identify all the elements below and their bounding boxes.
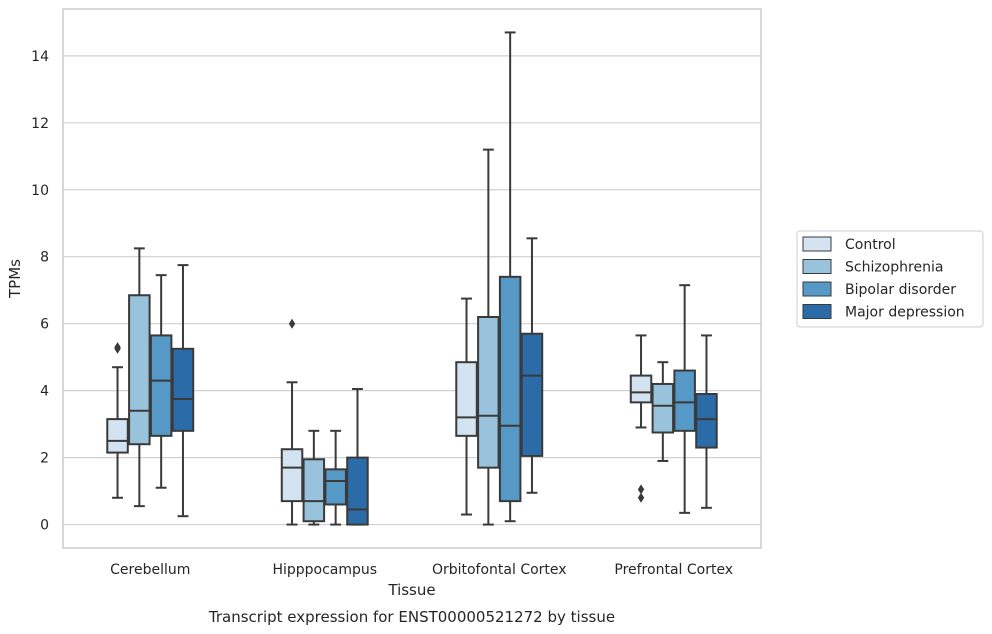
legend-label: Control <box>845 237 896 253</box>
x-tick-label: Orbitofontal Cortex <box>432 562 567 578</box>
box-3-0 <box>171 264 195 518</box>
legend: Control Schizophrenia Bipolar disorder Majo… <box>796 230 984 328</box>
iqr-box <box>324 468 347 506</box>
y-tick-label: 2 <box>40 451 49 467</box>
legend-label: Schizophrenia <box>845 260 943 276</box>
x-tick-label: Prefrontal Cortex <box>614 562 733 578</box>
box-2-0 <box>149 274 173 489</box>
box-3-3 <box>695 334 718 509</box>
iqr-box <box>149 334 173 437</box>
y-tick-label: 12 <box>31 116 49 132</box>
legend-swatch <box>802 304 832 319</box>
legend-label: Bipolar disorder <box>845 282 956 298</box>
outlier-point <box>114 343 121 354</box>
y-tick-label: 14 <box>31 49 49 65</box>
legend-swatch <box>802 281 832 297</box>
legend-swatch <box>802 259 832 274</box>
box-1-0 <box>128 247 151 508</box>
outlier-point <box>288 318 296 329</box>
iqr-box <box>171 347 195 432</box>
box-plot-series <box>106 31 718 526</box>
box-2-2 <box>498 31 522 523</box>
legend-label: Major depression <box>845 305 965 321</box>
box-0-2 <box>455 297 478 516</box>
y-tick-label: 6 <box>40 317 49 333</box>
box-3-2 <box>520 237 544 494</box>
x-axis-ticks: Cerebellum Hipppocampus Orbitofontal Corte… <box>110 562 733 578</box>
iqr-box <box>695 393 718 449</box>
box-1-2 <box>477 148 500 526</box>
iqr-box <box>477 316 500 469</box>
iqr-box <box>280 448 304 503</box>
y-axis-ticks: 0 2 4 6 8 10 12 14 <box>31 49 49 534</box>
chart-caption: Transcript expression for ENST0000052127… <box>208 608 615 626</box>
outlier-point <box>637 484 645 495</box>
plot-frame <box>62 8 762 549</box>
box-0-3 <box>629 334 653 503</box>
box-0-0 <box>106 342 129 499</box>
iqr-box <box>455 361 478 437</box>
iqr-box <box>520 332 544 457</box>
box-2-3 <box>673 284 696 514</box>
x-tick-label: Hipppocampus <box>272 562 377 578</box>
y-tick-label: 4 <box>40 384 49 400</box>
legend-swatch <box>802 236 832 252</box>
iqr-box <box>673 369 696 432</box>
y-tick-label: 0 <box>40 518 49 534</box>
iqr-box <box>651 382 675 434</box>
x-tick-label: Cerebellum <box>110 562 190 578</box>
box-1-1 <box>302 429 326 526</box>
box-2-1 <box>324 429 347 526</box>
iqr-box <box>498 275 522 503</box>
y-tick-label: 8 <box>40 250 49 266</box>
legend-frame <box>796 230 984 328</box>
iqr-box <box>346 456 369 526</box>
box-0-1 <box>280 318 304 526</box>
iqr-box <box>629 374 653 404</box>
y-axis-label: TPMs <box>6 259 24 299</box>
iqr-box <box>302 458 326 523</box>
box-1-3 <box>651 361 675 462</box>
iqr-box <box>106 418 129 454</box>
box-3-1 <box>346 387 369 526</box>
iqr-box <box>128 294 151 446</box>
x-axis-label: Tissue <box>387 581 435 599</box>
outlier-point <box>637 492 645 503</box>
y-tick-label: 10 <box>31 183 49 199</box>
